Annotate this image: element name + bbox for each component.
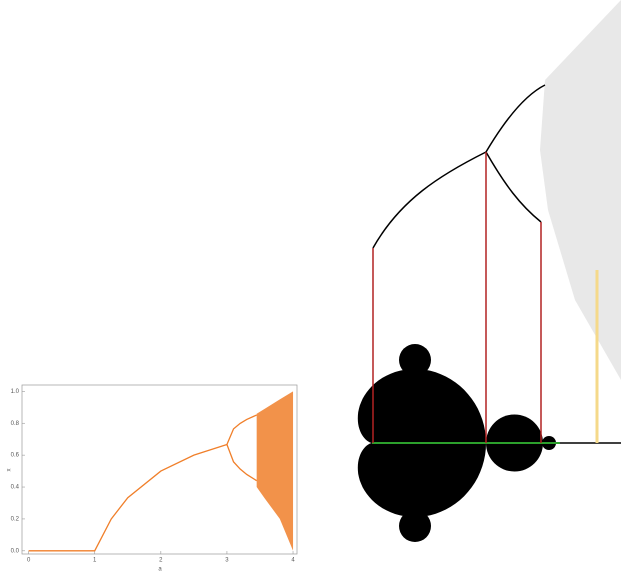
y-tick-label: 0.6 [11,453,20,459]
bifurcation-branch [486,85,545,152]
bifurcation-branch [486,152,541,222]
page: a x 012340.00.20.40.60.81.0 (() => { con… [0,0,621,573]
branch-line [29,444,227,550]
x-tick-label: 3 [225,558,229,564]
mandelbrot-bulb [399,344,431,376]
y-tick-label: 0.8 [11,421,20,427]
y-tick-label: 0.0 [11,548,20,554]
y-tick-label: 1.0 [11,389,20,395]
y-axis-label: x [7,469,13,472]
x-axis-label: a [158,567,162,573]
x-tick-label: 0 [27,558,31,564]
mandelbrot-figure [358,0,621,542]
x-tick-label: 1 [93,558,97,564]
bifurcation-branch [373,152,486,248]
chaos-region [540,0,621,380]
mandelbrot-bulb [399,510,431,542]
chaos-band [257,391,293,550]
y-tick-label: 0.2 [11,517,20,523]
screen: a x 0 1 2 3 4 0.0 0.2 0.4 0.6 0.8 1.0 [0,0,621,573]
y-tick-label: 0.4 [11,485,20,491]
plot-frame [22,385,297,554]
branch-line [227,444,257,480]
x-tick-label: 2 [159,558,163,564]
branch-line [227,415,257,444]
x-tick-label: 4 [291,558,295,564]
